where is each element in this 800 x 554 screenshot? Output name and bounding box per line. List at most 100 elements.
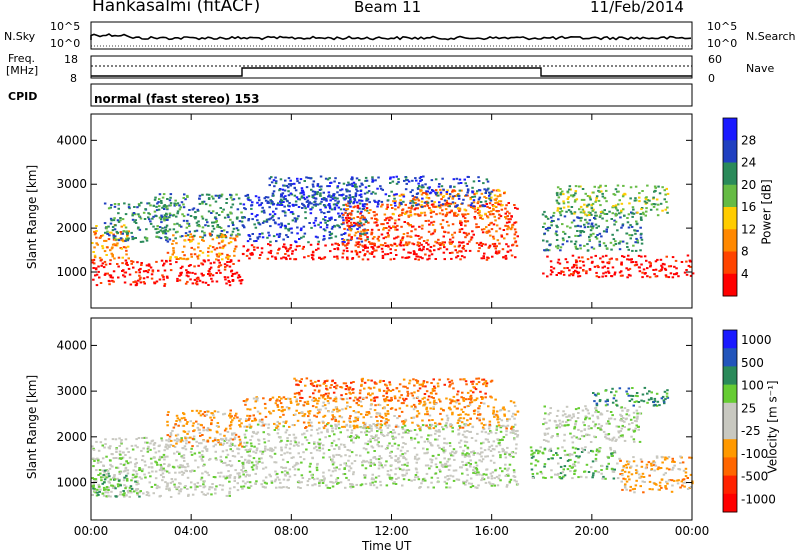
data-cell xyxy=(439,247,442,250)
data-cell xyxy=(291,211,294,214)
data-cell xyxy=(244,208,247,211)
data-cell xyxy=(637,266,641,269)
data-cell xyxy=(282,409,285,412)
data-cell xyxy=(130,262,133,265)
data-cell xyxy=(205,193,209,196)
data-cell xyxy=(467,461,470,464)
data-cell xyxy=(317,223,320,226)
data-cell xyxy=(596,234,599,236)
data-cell xyxy=(614,240,617,243)
data-cell xyxy=(277,248,280,251)
data-cell xyxy=(109,478,113,481)
data-cell xyxy=(482,182,485,185)
data-cell xyxy=(472,180,476,183)
data-cell xyxy=(308,478,311,480)
data-cell xyxy=(359,212,362,215)
data-cell xyxy=(352,441,355,444)
data-cell xyxy=(289,402,293,404)
data-cell xyxy=(158,205,161,208)
data-cell xyxy=(259,203,262,206)
data-cell xyxy=(486,188,489,191)
data-cell xyxy=(562,193,565,196)
data-cell xyxy=(400,225,403,228)
data-cell xyxy=(398,468,402,471)
data-cell xyxy=(340,188,344,191)
data-cell xyxy=(229,416,232,419)
data-cell xyxy=(465,194,468,197)
data-cell xyxy=(256,246,259,249)
data-cell xyxy=(452,189,456,192)
data-cell xyxy=(165,219,168,221)
data-cell xyxy=(463,220,467,223)
data-cell xyxy=(93,262,96,265)
data-cell xyxy=(425,408,428,411)
data-cell xyxy=(322,471,325,474)
data-cell xyxy=(557,272,561,274)
data-cell xyxy=(394,473,397,476)
data-cell xyxy=(351,182,354,185)
data-cell xyxy=(98,485,101,488)
data-cell xyxy=(223,412,227,415)
data-cell xyxy=(193,230,197,233)
data-cell xyxy=(273,213,277,216)
freq-tick-bottom: 8 xyxy=(70,72,77,85)
data-cell xyxy=(324,436,327,439)
data-cell xyxy=(150,273,154,276)
data-cell xyxy=(394,200,397,203)
data-cell xyxy=(337,481,340,484)
data-cell xyxy=(258,235,261,238)
data-cell xyxy=(362,218,365,221)
data-cell xyxy=(507,467,510,470)
data-cell xyxy=(340,443,343,446)
data-cell xyxy=(620,202,624,205)
data-cell xyxy=(556,209,559,212)
data-cell xyxy=(586,204,589,207)
data-cell xyxy=(503,237,506,240)
data-cell xyxy=(216,431,219,434)
data-cell xyxy=(551,271,554,274)
data-cell xyxy=(155,205,158,208)
data-cell xyxy=(395,244,399,247)
data-cell xyxy=(388,476,392,479)
data-cell xyxy=(494,252,498,255)
data-cell xyxy=(503,413,506,416)
data-cell xyxy=(355,483,358,486)
data-cell xyxy=(152,204,156,207)
data-cell xyxy=(466,188,470,191)
data-cell xyxy=(319,208,322,211)
data-cell xyxy=(316,463,319,466)
data-cell xyxy=(614,220,618,223)
data-cell xyxy=(318,444,321,447)
data-cell xyxy=(276,252,279,255)
data-cell xyxy=(225,202,228,204)
data-cell xyxy=(661,262,665,265)
data-cell xyxy=(228,414,231,417)
data-cell xyxy=(412,201,415,204)
data-cell xyxy=(97,483,100,486)
data-cell xyxy=(465,462,468,465)
data-cell xyxy=(204,494,207,496)
data-cell xyxy=(153,447,156,450)
data-cell xyxy=(418,225,421,228)
data-cell xyxy=(161,472,165,475)
data-cell xyxy=(549,260,553,263)
data-cell xyxy=(180,488,183,491)
data-cell xyxy=(409,236,413,238)
data-cell xyxy=(124,262,128,265)
data-cell xyxy=(505,433,508,436)
data-cell xyxy=(478,459,481,462)
data-cell xyxy=(373,236,376,238)
data-cell xyxy=(347,435,350,438)
power-colorbar-tick-label: 12 xyxy=(741,222,756,236)
data-cell xyxy=(412,416,416,419)
data-cell xyxy=(314,203,318,206)
noise-tick-left-top: 10^5 xyxy=(50,20,81,33)
data-cell xyxy=(484,481,488,484)
data-cell xyxy=(175,256,178,259)
data-cell xyxy=(196,445,199,448)
data-cell xyxy=(207,273,210,275)
data-cell xyxy=(103,488,106,491)
data-cell xyxy=(386,399,389,402)
data-cell xyxy=(316,477,319,480)
data-cell xyxy=(358,224,362,227)
